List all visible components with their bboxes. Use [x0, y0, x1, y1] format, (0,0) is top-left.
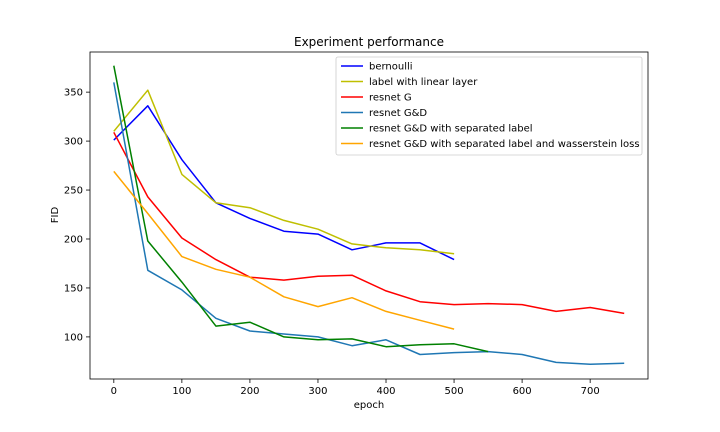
legend: bernoulli label with linear layer resnet G… [335, 56, 643, 156]
x-axis: 0 100 200 300 400 500 600 700 [111, 379, 600, 397]
y-tick-label-5: 350 [64, 88, 83, 99]
x-tick-label-4: 400 [376, 386, 395, 397]
legend-box [335, 56, 643, 156]
y-tick-label-0: 100 [64, 332, 83, 343]
legend-label-1: label with linear layer [369, 77, 478, 88]
series-line-5 [113, 170, 455, 330]
x-tick-label-5: 500 [445, 386, 464, 397]
legend-label-2: resnet G [369, 93, 412, 104]
y-axis: 100 150 200 250 300 350 [64, 88, 90, 343]
legend-label-5: resnet G&D with separated label and wass… [369, 139, 640, 150]
series-line-2 [113, 131, 625, 315]
x-tick-label-0: 0 [111, 386, 117, 397]
x-tick-label-1: 100 [172, 386, 191, 397]
x-tick-label-7: 700 [581, 386, 600, 397]
y-tick-label-4: 300 [64, 137, 83, 148]
series-layer [113, 65, 625, 366]
plot-frame [89, 51, 649, 380]
x-tick-label-2: 200 [240, 386, 259, 397]
x-tick-label-6: 600 [513, 386, 532, 397]
legend-label-0: bernoulli [369, 62, 413, 73]
x-axis-label: epoch [354, 400, 384, 411]
y-axis-label: FID [50, 207, 61, 224]
x-tick-label-3: 300 [308, 386, 327, 397]
y-tick-label-2: 200 [64, 234, 83, 245]
chart-title: Experiment performance [294, 35, 444, 49]
y-tick-label-1: 150 [64, 283, 83, 294]
series-line-4 [113, 65, 489, 353]
series-line-1 [113, 89, 455, 255]
legend-label-3: resnet G&D [369, 108, 427, 119]
legend-label-4: resnet G&D with separated label [369, 124, 533, 135]
series-line-0 [113, 105, 455, 261]
y-tick-label-3: 250 [64, 186, 83, 197]
